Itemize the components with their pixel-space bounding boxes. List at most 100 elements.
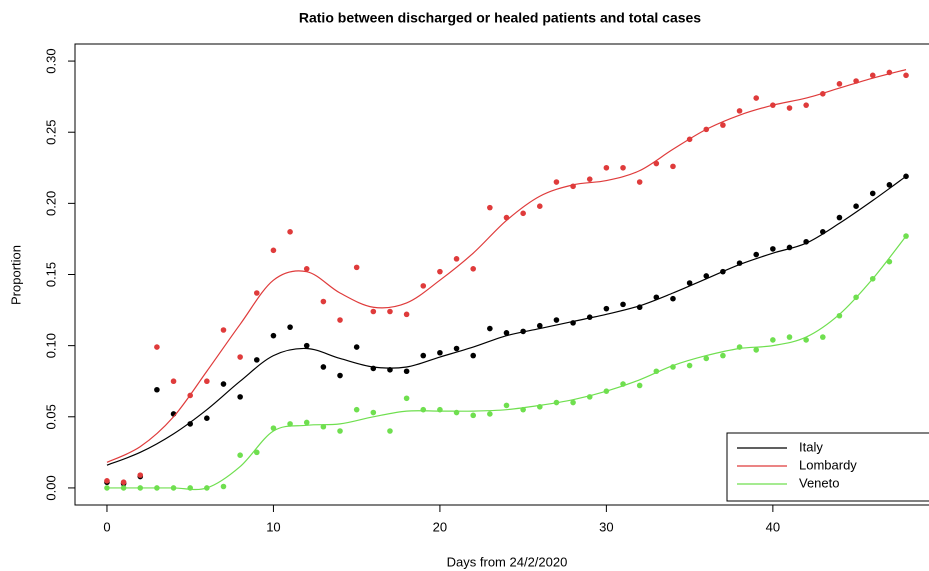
point: [503, 402, 510, 409]
point: [204, 415, 210, 422]
point: [104, 478, 110, 484]
point: [753, 251, 760, 258]
point: [370, 308, 377, 315]
point: [420, 283, 427, 289]
point: [154, 386, 160, 393]
point: [720, 122, 726, 128]
point: [720, 352, 726, 359]
point: [520, 210, 526, 217]
point: [237, 354, 243, 360]
point: [353, 344, 360, 350]
point: [770, 337, 776, 343]
point: [786, 105, 793, 111]
point: [420, 352, 427, 359]
y-tick-label: 0.15: [43, 262, 58, 287]
point: [803, 102, 809, 108]
point: [120, 479, 127, 486]
point: [437, 268, 443, 275]
point: [320, 423, 327, 430]
point: [353, 264, 360, 271]
point: [636, 382, 643, 389]
point: [620, 164, 626, 171]
point: [570, 399, 576, 406]
point: [287, 421, 293, 427]
y-axis-label: Proportion: [8, 245, 23, 305]
point: [403, 395, 410, 402]
point: [204, 378, 210, 385]
point: [387, 428, 393, 434]
point: [470, 352, 477, 359]
point: [453, 345, 460, 352]
point: [670, 295, 676, 302]
y-tick-label: 0.10: [43, 333, 58, 358]
point: [903, 72, 909, 79]
point: [686, 280, 693, 286]
point: [370, 409, 377, 416]
point: [670, 163, 676, 170]
point: [270, 332, 277, 339]
point: [736, 108, 743, 114]
point: [403, 368, 410, 375]
point: [237, 394, 243, 400]
point: [437, 349, 443, 356]
fit-line: [106, 235, 907, 491]
x-tick-label: 30: [599, 519, 613, 534]
point: [337, 317, 343, 323]
legend-label: Lombardy: [799, 457, 857, 472]
point: [603, 164, 610, 171]
point: [320, 364, 327, 370]
point: [303, 342, 310, 349]
point: [536, 322, 543, 329]
point: [220, 381, 227, 387]
point: [220, 327, 227, 333]
point: [337, 372, 343, 379]
point: [253, 449, 260, 456]
point: [470, 412, 477, 419]
point: [420, 406, 427, 413]
point: [453, 409, 460, 416]
point: [753, 95, 760, 101]
point: [337, 428, 343, 434]
point: [287, 229, 293, 235]
point: [836, 81, 843, 87]
legend-label: Italy: [799, 439, 823, 454]
point: [170, 378, 177, 385]
point: [154, 344, 160, 350]
x-tick-label: 40: [766, 519, 780, 534]
x-axis-label: Days from 24/2/2020: [447, 554, 568, 569]
point: [686, 362, 693, 369]
point: [303, 266, 310, 272]
fit-line: [106, 69, 907, 463]
point: [820, 334, 826, 340]
point: [703, 355, 710, 362]
x-tick-label: 10: [266, 519, 280, 534]
y-tick-label: 0.00: [43, 475, 58, 500]
point: [869, 190, 876, 197]
point: [387, 308, 393, 315]
point: [620, 301, 626, 308]
point: [553, 179, 560, 185]
point: [187, 421, 193, 427]
point: [836, 214, 843, 221]
y-tick-label: 0.20: [43, 191, 58, 216]
point: [487, 204, 493, 211]
point: [886, 182, 893, 188]
point: [786, 334, 793, 340]
point: [253, 357, 260, 363]
point: [287, 324, 293, 330]
point: [803, 337, 809, 343]
point: [586, 176, 593, 182]
legend-label: Veneto: [799, 475, 840, 490]
point: [703, 273, 710, 279]
point: [503, 330, 510, 336]
y-tick-label: 0.25: [43, 120, 58, 145]
point: [320, 298, 327, 305]
point: [853, 203, 859, 210]
x-tick-label: 20: [433, 519, 447, 534]
point: [353, 406, 360, 413]
point: [220, 483, 227, 490]
point: [237, 452, 243, 459]
point: [487, 411, 493, 417]
point: [253, 290, 260, 296]
